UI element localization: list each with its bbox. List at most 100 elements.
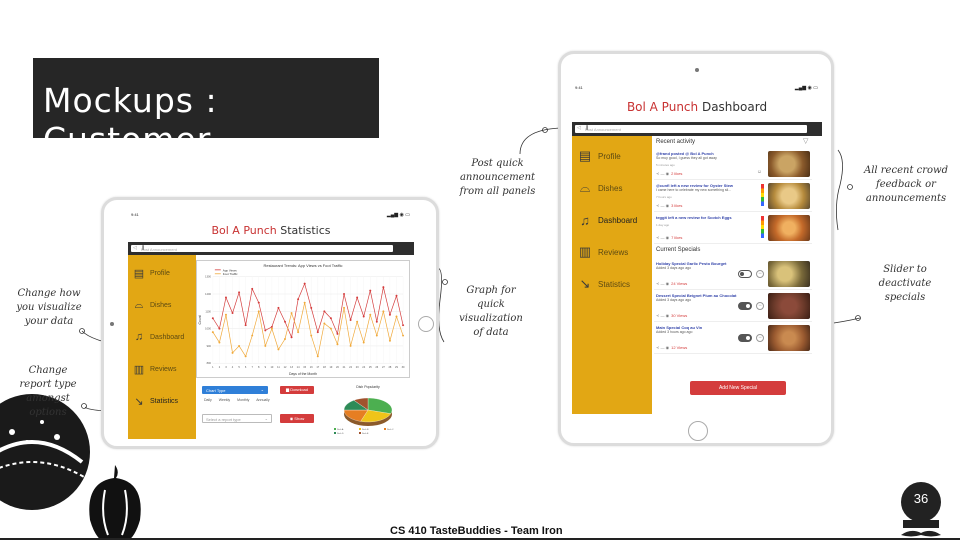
activity-card[interactable]: teggit left a new review for Scotch Eggs… (654, 213, 812, 244)
activity-text: So muy good, I guess they all got away (656, 156, 717, 160)
data-point (264, 344, 267, 347)
x-tick-label: 23 (356, 365, 359, 369)
period-monthly[interactable]: Monthly (237, 398, 250, 402)
data-point (349, 319, 352, 321)
sidebar-item-statistics[interactable]: ↘ Statistics (128, 391, 196, 411)
chart-type-select[interactable]: Chart Type ⌄ (202, 386, 268, 394)
chart-grid (212, 276, 404, 364)
add-new-special-button[interactable]: Add New Special (690, 381, 786, 395)
home-button[interactable] (418, 316, 434, 332)
download-button[interactable]: ▆ Download (280, 386, 314, 394)
activity-card[interactable]: @cunfl left a new review for Oyster Stew… (654, 181, 812, 212)
period-daily[interactable]: Daily (204, 398, 212, 402)
special-actions: ≺ — ◉ 12 Views (656, 345, 688, 350)
folder-icon: ▆ (286, 387, 291, 392)
x-tick-label: 24 (362, 365, 365, 369)
pie-slice (367, 397, 393, 414)
remove-special-icon[interactable]: − (756, 302, 764, 310)
series-line-1 (212, 302, 404, 358)
rating-bar (761, 184, 764, 206)
y-tick-label: 1000 (205, 327, 211, 331)
share-icon[interactable]: ≺ (656, 235, 660, 240)
annotation-feedback: All recent crowd feedback or announcemen… (863, 165, 948, 204)
x-tick-label: 7 (251, 365, 253, 369)
filter-icon[interactable]: ▽ (803, 138, 809, 145)
data-point (343, 293, 346, 296)
special-card[interactable]: Main Special Coq au Vin Added 3 hours ag… (654, 323, 812, 354)
special-card[interactable]: Holiday Special Garlic Pesto Bourget Add… (654, 259, 812, 290)
data-point (388, 313, 391, 316)
data-point (362, 341, 365, 344)
sidebar-item-statistics[interactable]: ↘ Statistics (572, 272, 652, 296)
activity-title: @cunfl left a new review for Oyster Stew (656, 183, 734, 188)
share-icon[interactable]: ≺ (656, 313, 660, 318)
data-point (297, 331, 300, 334)
data-point (277, 306, 280, 309)
legend-foot-traffic: Foot Traffic (223, 272, 238, 276)
sidebar-item-dashboard[interactable]: ♫ Dashboard (128, 327, 196, 347)
sidebar-item-profile[interactable]: ▤ Profile (572, 144, 652, 168)
x-tick-label: 15 (303, 365, 306, 369)
data-point (395, 315, 398, 318)
share-icon[interactable]: ≺ (656, 345, 660, 350)
store-icon: ▤ (133, 267, 145, 280)
bell-icon: ♫ (580, 212, 590, 228)
data-point (284, 338, 286, 340)
status-time: 9:41 (131, 212, 139, 217)
announcement-input[interactable]: ◁ Post Announcement ❚ (575, 125, 807, 133)
special-actions: ≺ — ◉ 24 Views (656, 281, 688, 286)
period-weekly[interactable]: Weekly (218, 398, 231, 402)
pie-legend-label: Dish D (337, 433, 344, 435)
bell-icon: ♫ (134, 331, 144, 343)
pepper-illustration (89, 465, 141, 540)
x-tick-label: 11 (277, 365, 280, 369)
special-active-toggle[interactable] (738, 334, 752, 342)
data-point (402, 334, 405, 337)
data-point (369, 289, 372, 292)
remove-special-icon[interactable]: − (756, 270, 764, 278)
show-button[interactable]: ◉ Show (280, 414, 314, 423)
data-point (257, 301, 260, 304)
data-point (270, 327, 273, 330)
dashboard-screen: 9:41 ▂▄▆ ◉ ▭ Bol A Punch Dashboard ◁ Pos… (572, 83, 822, 414)
period-options: Daily Weekly Monthly Annually (204, 398, 276, 402)
food-photo (768, 325, 810, 351)
x-tick-label: 18 (323, 365, 326, 369)
period-annually[interactable]: Annually (256, 398, 270, 402)
person-icon[interactable]: ☺ (756, 169, 762, 175)
microphone-icon[interactable]: ❚ (585, 125, 590, 131)
activity-card[interactable]: @frand posted @ Bol A Punch So muy good,… (654, 149, 812, 180)
activity-text: I came here to celebrate my new somethin… (656, 188, 732, 192)
remove-special-icon[interactable]: − (756, 334, 764, 342)
sidebar-item-profile[interactable]: ▤ Profile (128, 263, 196, 283)
sidebar-item-dashboard[interactable]: ♫ Dashboard (572, 208, 652, 232)
sidebar-item-dishes[interactable]: ⌓ Dishes (128, 295, 196, 315)
sidebar-item-dishes[interactable]: ⌓ Dishes (572, 176, 652, 200)
special-card[interactable]: Dessert Special Beignet Plum au Chocolat… (654, 291, 812, 322)
share-icon[interactable]: ≺ (656, 281, 660, 286)
announcement-input[interactable]: ◁ Post Announcement ❚ (131, 245, 393, 252)
data-point (218, 327, 221, 330)
microphone-icon[interactable]: ❚ (141, 245, 146, 251)
megaphone-icon: ◁ (577, 125, 581, 131)
sidebar: ▤ Profile ⌓ Dishes ♫ Dashboard ▥ Reviews… (572, 136, 652, 414)
data-point (277, 348, 280, 351)
special-active-toggle[interactable] (738, 270, 752, 278)
share-icon[interactable]: ≺ (656, 171, 660, 176)
data-point (303, 282, 306, 285)
page-number: 36 (913, 491, 929, 506)
data-point (382, 286, 385, 289)
share-icon[interactable]: ≺ (656, 203, 660, 208)
x-tick-label: 22 (349, 365, 352, 369)
book-icon: ▥ (133, 363, 145, 376)
special-added: Added 3 hours ago ago (656, 330, 693, 334)
sidebar-item-reviews[interactable]: ▥ Reviews (572, 240, 652, 264)
eye-icon: ◉ (665, 171, 670, 176)
special-active-toggle[interactable] (738, 302, 752, 310)
activity-time: 5 minutes ago (656, 163, 675, 167)
sidebar-item-reviews[interactable]: ▥ Reviews (128, 359, 196, 379)
report-type-select[interactable]: Select a report type ⌄ (202, 414, 272, 423)
home-button[interactable] (688, 421, 708, 441)
data-point (224, 296, 227, 299)
data-point (323, 322, 326, 325)
